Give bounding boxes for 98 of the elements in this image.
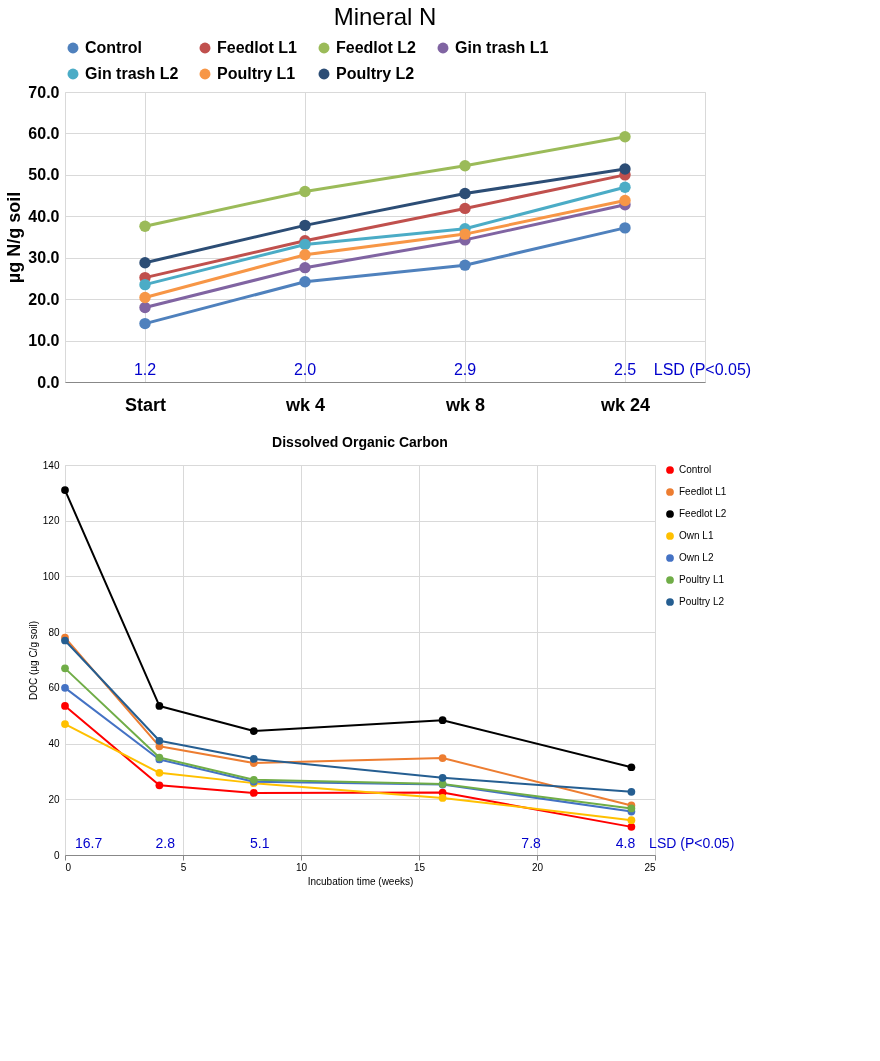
legend-label: Feedlot L2 <box>336 39 417 56</box>
point <box>139 317 151 330</box>
y-axis-title: µg N/g soil <box>4 191 25 284</box>
x-tick-label: wk 8 <box>444 394 486 415</box>
legend-label: Control <box>85 39 142 56</box>
annotation: 16.7 <box>74 835 103 851</box>
point <box>299 219 311 232</box>
point <box>139 278 151 291</box>
point <box>459 259 471 271</box>
y-tick-label: 20 <box>48 793 60 805</box>
annotation: 2.5 <box>613 361 637 378</box>
legend-label: Gin trash L1 <box>455 39 549 56</box>
legend-label: Poultry L1 <box>217 65 296 82</box>
point <box>155 702 164 710</box>
point <box>139 301 151 314</box>
x-tick-label: 5 <box>180 861 187 873</box>
point <box>459 228 471 240</box>
legend-label: Poultry L2 <box>336 65 415 82</box>
legend-label: Feedlot L1 <box>217 39 298 56</box>
point <box>249 789 258 797</box>
point <box>61 683 69 692</box>
legend-label: Own L2 <box>679 552 714 563</box>
point <box>459 202 471 215</box>
legend-label: Gin trash L2 <box>85 65 179 82</box>
legend-label: Feedlot L2 <box>679 508 727 519</box>
y-tick-label: 40.0 <box>28 207 60 225</box>
annotation: 7.8 <box>521 835 542 851</box>
y-axis-title: DOC (µg C/g soil) <box>27 620 39 701</box>
point <box>155 768 164 777</box>
x-tick-label: wk 24 <box>599 394 651 415</box>
point <box>438 794 447 802</box>
annotation: LSD (P<0.05) <box>649 835 735 851</box>
point <box>619 131 631 143</box>
chart-title: Mineral N <box>333 3 437 30</box>
point <box>438 773 447 782</box>
point <box>299 249 311 261</box>
y-tick-label: 30.0 <box>28 249 60 267</box>
y-tick-label: 100 <box>42 570 60 582</box>
y-tick-label: 0.0 <box>37 373 60 391</box>
point <box>155 781 164 790</box>
x-tick-label: 20 <box>531 861 544 873</box>
y-tick-label: 10.0 <box>28 332 60 350</box>
point <box>299 261 311 274</box>
annotation: 5.1 <box>249 835 270 851</box>
annotation: 1.2 <box>133 361 157 378</box>
x-tick-label: wk 4 <box>284 394 326 415</box>
point <box>299 276 311 288</box>
point <box>299 185 311 198</box>
legend-label: Feedlot L1 <box>679 486 727 497</box>
point <box>139 291 151 304</box>
annotation: 2.8 <box>155 835 176 851</box>
point <box>627 787 636 796</box>
point <box>61 702 69 710</box>
point <box>459 187 471 200</box>
point <box>619 181 631 193</box>
point <box>61 664 69 673</box>
point <box>627 823 636 831</box>
annotation: 2.9 <box>453 361 477 378</box>
point <box>459 160 471 172</box>
point <box>619 163 631 175</box>
x-tick-label: 10 <box>295 861 308 873</box>
point <box>438 716 447 725</box>
point <box>61 720 69 728</box>
point <box>299 238 311 251</box>
point <box>627 763 636 772</box>
annotation: LSD (P<0.05) <box>653 361 752 378</box>
y-tick-label: 120 <box>42 515 60 527</box>
point <box>61 486 69 494</box>
legend-label: Control <box>679 464 712 475</box>
y-tick-label: 0 <box>53 849 60 861</box>
point <box>619 222 631 234</box>
annotation: 4.8 <box>615 835 636 851</box>
x-tick-label: 25 <box>644 861 656 873</box>
point <box>249 755 258 763</box>
legend-label: Own L1 <box>679 530 714 541</box>
annotation: 2.0 <box>293 361 317 378</box>
y-tick-label: 80 <box>48 626 60 638</box>
chart-title: Dissolved Organic Carbon <box>272 434 448 450</box>
y-tick-label: 60 <box>48 682 60 694</box>
y-tick-label: 70.0 <box>28 83 60 101</box>
x-tick-label: 15 <box>413 861 426 873</box>
point <box>438 754 447 762</box>
x-axis-title: Incubation time (weeks) <box>307 875 414 887</box>
point <box>619 194 631 207</box>
point <box>627 816 636 825</box>
y-tick-label: 40 <box>48 738 60 750</box>
point <box>249 727 258 735</box>
y-tick-label: 50.0 <box>28 166 60 184</box>
x-tick-label: Start <box>124 394 167 415</box>
y-tick-label: 60.0 <box>28 124 60 142</box>
legend-label: Poultry L1 <box>679 574 725 585</box>
point <box>139 257 151 269</box>
point <box>155 736 164 745</box>
point <box>139 220 151 232</box>
y-tick-label: 20.0 <box>28 290 60 308</box>
legend-label: Poultry L2 <box>679 596 725 607</box>
x-tick-label: 0 <box>65 861 72 873</box>
y-tick-label: 140 <box>42 459 60 471</box>
